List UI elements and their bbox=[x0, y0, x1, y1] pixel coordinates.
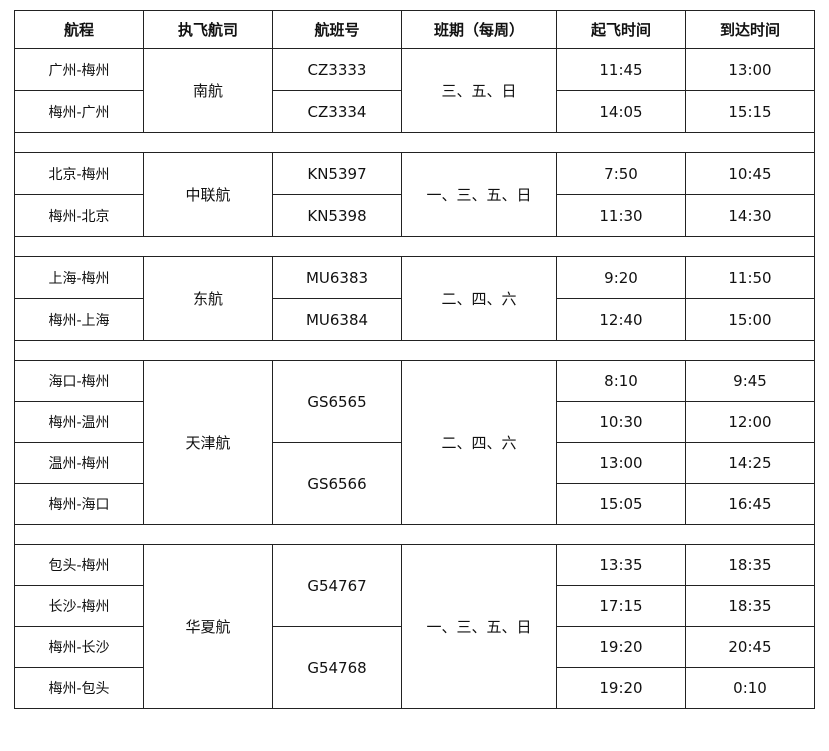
departure-cell: 17:15 bbox=[556, 585, 686, 627]
days-cell: 一、三、五、日 bbox=[401, 152, 557, 237]
header-arrival: 到达时间 bbox=[685, 10, 815, 49]
departure-cell: 14:05 bbox=[556, 90, 686, 133]
days-cell: 一、三、五、日 bbox=[401, 544, 557, 709]
arrival-cell: 15:15 bbox=[685, 90, 815, 133]
departure-cell: 9:20 bbox=[556, 256, 686, 299]
flight-number-cell: MU6384 bbox=[272, 298, 402, 341]
table-row: 长沙-梅州 17:15 18:35 bbox=[14, 585, 815, 627]
spacer-cell bbox=[14, 524, 815, 545]
route-cell: 长沙-梅州 bbox=[14, 585, 144, 627]
departure-cell: 11:30 bbox=[556, 194, 686, 237]
spacer-row bbox=[14, 340, 815, 361]
flight-schedule-table: 航程 执飞航司 航班号 班期（每周） 起飞时间 到达时间 广州-梅州 南航 CZ33… bbox=[14, 10, 815, 709]
arrival-cell: 9:45 bbox=[685, 360, 815, 402]
spacer-row bbox=[14, 132, 815, 153]
table-row: 梅州-海口 15:05 16:45 bbox=[14, 483, 815, 525]
table-row: 梅州-北京 KN5398 11:30 14:30 bbox=[14, 194, 815, 237]
arrival-cell: 18:35 bbox=[685, 544, 815, 586]
route-cell: 北京-梅州 bbox=[14, 152, 144, 195]
route-cell: 梅州-长沙 bbox=[14, 626, 144, 668]
flight-number-cell: G54768 bbox=[272, 626, 402, 709]
header-departure: 起飞时间 bbox=[556, 10, 686, 49]
spacer-cell bbox=[14, 132, 815, 153]
header-airline: 执飞航司 bbox=[143, 10, 273, 49]
route-cell: 梅州-北京 bbox=[14, 194, 144, 237]
arrival-cell: 14:25 bbox=[685, 442, 815, 484]
departure-cell: 19:20 bbox=[556, 626, 686, 668]
airline-cell: 华夏航 bbox=[143, 544, 273, 709]
departure-cell: 13:00 bbox=[556, 442, 686, 484]
route-cell: 上海-梅州 bbox=[14, 256, 144, 299]
arrival-cell: 16:45 bbox=[685, 483, 815, 525]
airline-cell: 南航 bbox=[143, 48, 273, 133]
flight-number-cell: G54767 bbox=[272, 544, 402, 627]
header-days: 班期（每周） bbox=[401, 10, 557, 49]
days-cell: 二、四、六 bbox=[401, 256, 557, 341]
arrival-cell: 11:50 bbox=[685, 256, 815, 299]
arrival-cell: 0:10 bbox=[685, 667, 815, 709]
flight-number-cell: GS6566 bbox=[272, 442, 402, 525]
departure-cell: 19:20 bbox=[556, 667, 686, 709]
table-row: 广州-梅州 南航 CZ3333 三、五、日 11:45 13:00 bbox=[14, 48, 815, 133]
flight-number-cell: CZ3334 bbox=[272, 90, 402, 133]
header-flight-no: 航班号 bbox=[272, 10, 402, 49]
spacer-row bbox=[14, 524, 815, 545]
table-row: 北京-梅州 中联航 KN5397 一、三、五、日 7:50 10:45 bbox=[14, 152, 815, 237]
table-row: 梅州-广州 CZ3334 14:05 15:15 bbox=[14, 90, 815, 133]
table-row: 梅州-上海 MU6384 12:40 15:00 bbox=[14, 298, 815, 341]
route-cell: 广州-梅州 bbox=[14, 48, 144, 91]
header-row: 航程 执飞航司 航班号 班期（每周） 起飞时间 到达时间 bbox=[14, 10, 815, 49]
flight-number-cell: CZ3333 bbox=[272, 48, 402, 91]
table-row: 温州-梅州 GS6566 13:00 14:25 bbox=[14, 442, 815, 525]
spacer-row bbox=[14, 236, 815, 257]
flight-number-cell: GS6565 bbox=[272, 360, 402, 443]
departure-cell: 8:10 bbox=[556, 360, 686, 402]
departure-cell: 13:35 bbox=[556, 544, 686, 586]
airline-cell: 中联航 bbox=[143, 152, 273, 237]
arrival-cell: 14:30 bbox=[685, 194, 815, 237]
arrival-cell: 18:35 bbox=[685, 585, 815, 627]
arrival-cell: 12:00 bbox=[685, 401, 815, 443]
table-row: 梅州-包头 19:20 0:10 bbox=[14, 667, 815, 709]
airline-cell: 天津航 bbox=[143, 360, 273, 525]
route-cell: 温州-梅州 bbox=[14, 442, 144, 484]
table-row: 梅州-温州 10:30 12:00 bbox=[14, 401, 815, 443]
route-cell: 包头-梅州 bbox=[14, 544, 144, 586]
route-cell: 梅州-海口 bbox=[14, 483, 144, 525]
departure-cell: 10:30 bbox=[556, 401, 686, 443]
arrival-cell: 13:00 bbox=[685, 48, 815, 91]
route-cell: 海口-梅州 bbox=[14, 360, 144, 402]
departure-cell: 15:05 bbox=[556, 483, 686, 525]
route-cell: 梅州-温州 bbox=[14, 401, 144, 443]
airline-cell: 东航 bbox=[143, 256, 273, 341]
departure-cell: 11:45 bbox=[556, 48, 686, 91]
table-row: 梅州-长沙 G54768 19:20 20:45 bbox=[14, 626, 815, 709]
spacer-cell bbox=[14, 236, 815, 257]
route-cell: 梅州-广州 bbox=[14, 90, 144, 133]
table-row: 上海-梅州 东航 MU6383 二、四、六 9:20 11:50 bbox=[14, 256, 815, 341]
table-row: 海口-梅州 天津航 GS6565 二、四、六 8:10 9:45 bbox=[14, 360, 815, 525]
spacer-cell bbox=[14, 340, 815, 361]
departure-cell: 7:50 bbox=[556, 152, 686, 195]
departure-cell: 12:40 bbox=[556, 298, 686, 341]
arrival-cell: 20:45 bbox=[685, 626, 815, 668]
table-row: 包头-梅州 华夏航 G54767 一、三、五、日 13:35 18:35 bbox=[14, 544, 815, 709]
days-cell: 三、五、日 bbox=[401, 48, 557, 133]
flight-number-cell: KN5398 bbox=[272, 194, 402, 237]
route-cell: 梅州-包头 bbox=[14, 667, 144, 709]
days-cell: 二、四、六 bbox=[401, 360, 557, 525]
header-route: 航程 bbox=[14, 10, 144, 49]
arrival-cell: 10:45 bbox=[685, 152, 815, 195]
route-cell: 梅州-上海 bbox=[14, 298, 144, 341]
arrival-cell: 15:00 bbox=[685, 298, 815, 341]
flight-number-cell: KN5397 bbox=[272, 152, 402, 195]
flight-number-cell: MU6383 bbox=[272, 256, 402, 299]
